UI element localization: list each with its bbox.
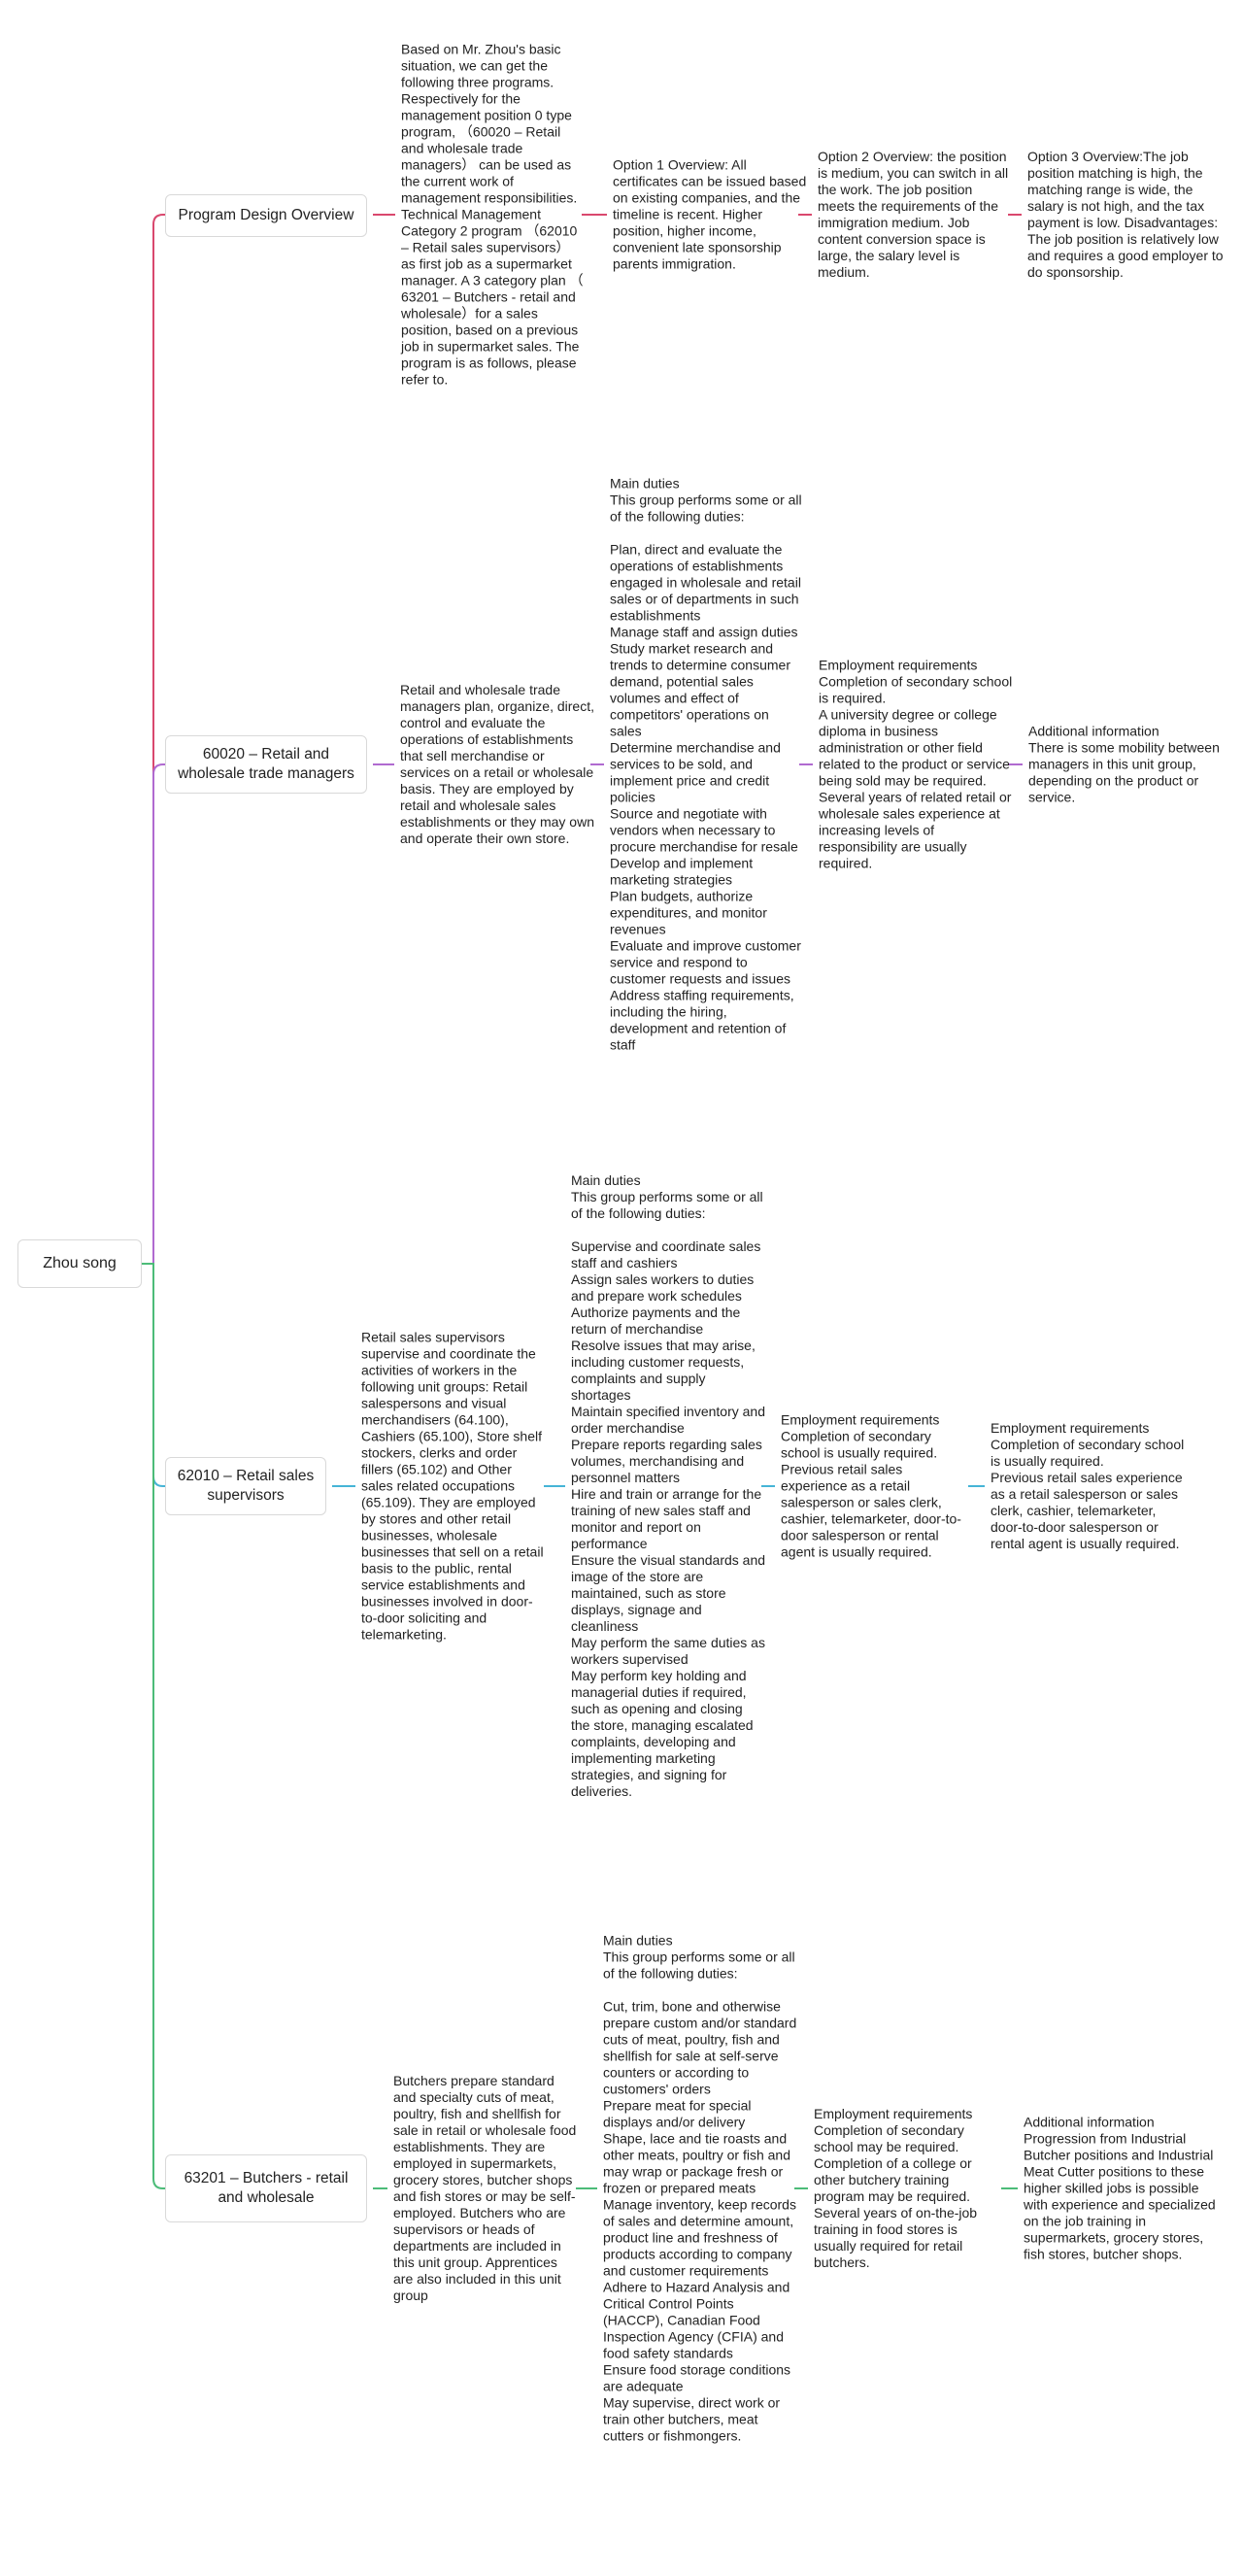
node-connector	[373, 763, 394, 765]
node-connector	[1008, 214, 1022, 216]
node-connector	[332, 1485, 355, 1487]
detail-node[interactable]: Retail and wholesale trade managers plan…	[400, 682, 594, 846]
branch-label: Program Design Overview	[178, 207, 354, 223]
detail-node[interactable]: Option 2 Overview: the position is mediu…	[818, 149, 1009, 280]
node-connector	[373, 214, 395, 216]
branch-label: 62010 – Retail sales supervisors	[177, 1468, 315, 1504]
detail-node[interactable]: Additional information There is some mob…	[1028, 723, 1220, 805]
branch-connector-2	[142, 763, 165, 1265]
node-connector	[761, 1485, 775, 1487]
detail-node[interactable]: Main duties This group performs some or …	[603, 1932, 797, 2444]
detail-node[interactable]: Employment requirements Completion of se…	[814, 2106, 978, 2270]
root-node[interactable]: Zhou song	[17, 1239, 142, 1288]
branch-label: 60020 – Retail and wholesale trade manag…	[178, 746, 354, 782]
node-connector	[1001, 2187, 1018, 2189]
detail-node[interactable]: Employment requirements Completion of se…	[991, 1420, 1185, 1551]
root-label: Zhou song	[43, 1255, 117, 1271]
node-connector	[544, 1485, 565, 1487]
node-connector	[1009, 763, 1023, 765]
branch-node-60020-retail-and-wholesale-tra[interactable]: 60020 – Retail and wholesale trade manag…	[165, 735, 367, 794]
node-connector	[582, 214, 607, 216]
branch-connector-3	[142, 1263, 165, 1487]
node-connector	[798, 214, 812, 216]
detail-node[interactable]: Retail sales supervisors supervise and c…	[361, 1329, 544, 1643]
detail-node[interactable]: Main duties This group performs some or …	[610, 475, 802, 1053]
branch-node-62010-retail-sales-supervisors[interactable]: 62010 – Retail sales supervisors	[165, 1457, 326, 1515]
detail-node[interactable]: Option 1 Overview: All certificates can …	[613, 156, 807, 272]
detail-node[interactable]: Employment requirements Completion of se…	[781, 1411, 961, 1560]
branch-connector-1	[142, 214, 165, 1265]
branch-connector-4	[142, 1263, 165, 2189]
detail-node[interactable]: Additional information Progression from …	[1024, 2114, 1216, 2262]
branch-node-63201-butchers-retail-and-whol[interactable]: 63201 – Butchers - retail and wholesale	[165, 2154, 367, 2222]
branch-node-program-design-overview[interactable]: Program Design Overview	[165, 194, 367, 237]
node-connector	[794, 2187, 808, 2189]
node-connector	[590, 763, 604, 765]
detail-node[interactable]: Butchers prepare standard and specialty …	[393, 2073, 577, 2303]
node-connector	[576, 2187, 597, 2189]
detail-node[interactable]: Based on Mr. Zhou's basic situation, we …	[401, 41, 584, 388]
detail-node[interactable]: Employment requirements Completion of se…	[819, 657, 1013, 871]
branch-label: 63201 – Butchers - retail and wholesale	[184, 2170, 349, 2206]
node-connector	[373, 2187, 387, 2189]
detail-node[interactable]: Option 3 Overview:The job position match…	[1027, 149, 1224, 280]
node-connector	[968, 1485, 985, 1487]
node-connector	[799, 763, 813, 765]
detail-node[interactable]: Main duties This group performs some or …	[571, 1172, 766, 1799]
